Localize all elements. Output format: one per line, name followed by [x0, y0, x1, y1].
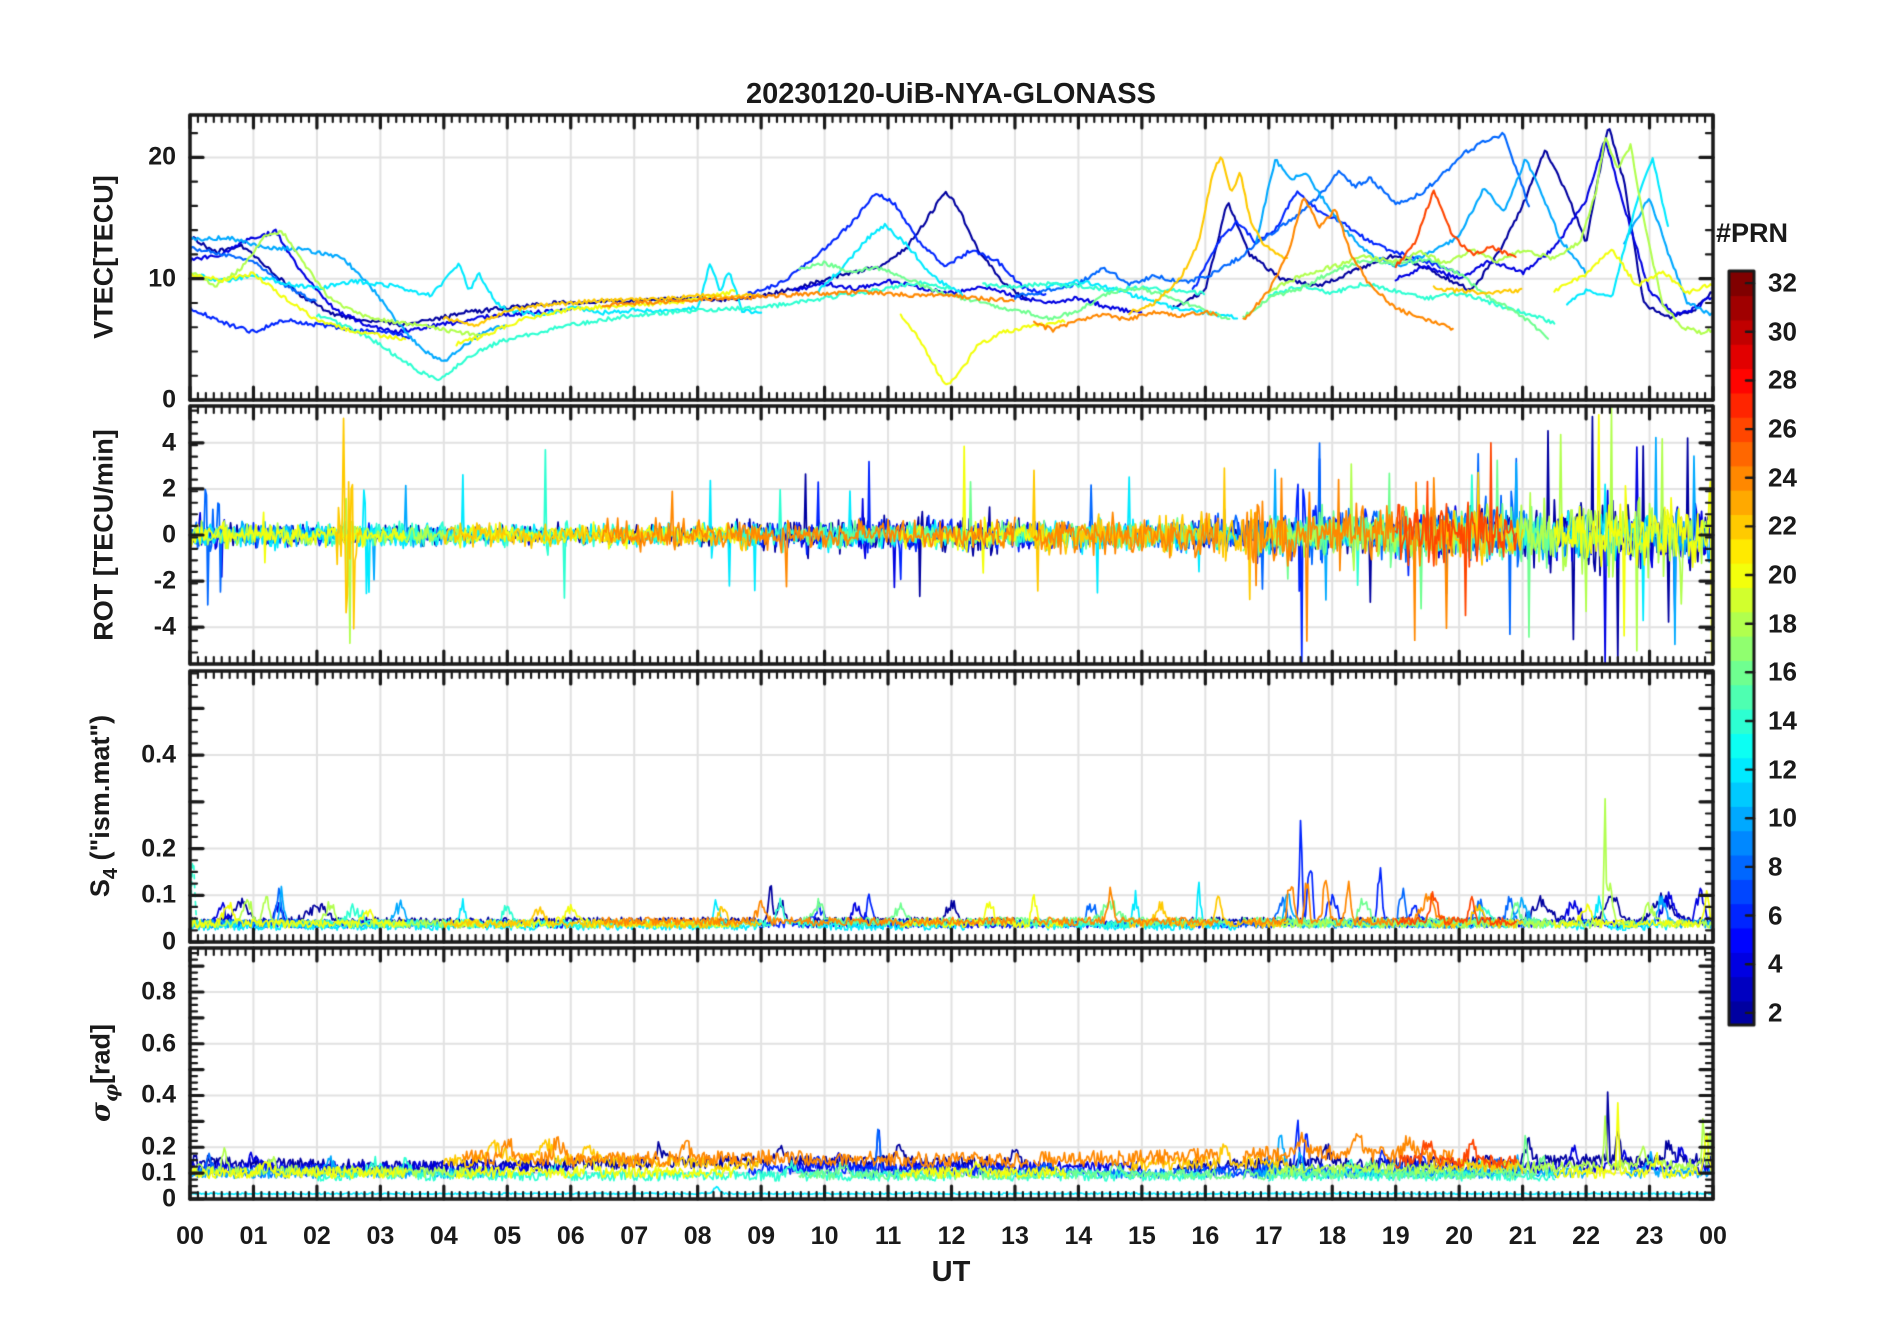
colorbar-tick-label: 8: [1768, 851, 1783, 882]
y-tick-label: -2: [153, 566, 176, 595]
x-tick-label: 05: [493, 1222, 522, 1250]
colorbar-tick-label: 12: [1768, 754, 1797, 785]
x-tick-label: 03: [366, 1222, 395, 1250]
y-tick-label: 10: [148, 264, 176, 293]
colorbar-tick-label: 2: [1768, 997, 1783, 1028]
x-tick-label: 00: [1699, 1222, 1727, 1250]
colorbar-tick-label: 22: [1768, 510, 1797, 541]
s4-subscript: 4: [100, 868, 122, 880]
y-tick-label: 20: [148, 142, 176, 171]
x-tick-label: 08: [683, 1222, 712, 1250]
x-tick-label: 11: [874, 1222, 902, 1250]
y-tick-label: 0.1: [141, 1158, 176, 1187]
x-tick-label: 02: [303, 1222, 331, 1250]
x-tick-label: 14: [1064, 1222, 1093, 1250]
y-tick-label: 0.2: [141, 834, 176, 863]
colorbar-tick-label: 16: [1768, 656, 1797, 687]
y-tick-label: 0.4: [141, 1080, 176, 1109]
phi-subscript: φ: [98, 1083, 123, 1103]
y-tick-label: 0: [162, 1184, 176, 1213]
ylabel-vtec: VTEC[TECU]: [88, 175, 119, 339]
x-tick-label: 06: [556, 1222, 585, 1250]
sigma-symbol: σ: [85, 1102, 117, 1123]
colorbar-tick-label: 4: [1768, 948, 1783, 979]
colorbar-tick-label: 6: [1768, 900, 1783, 931]
y-tick-label: 0.8: [141, 977, 176, 1006]
colorbar-tick-label: 14: [1768, 705, 1797, 736]
colorbar-tick-label: 32: [1768, 267, 1797, 298]
ylabel-s4: S4 ("ism.mat"): [85, 715, 123, 897]
y-tick-label: 2: [162, 474, 176, 503]
colorbar-title: #PRN: [1716, 218, 1789, 248]
x-tick-label: 22: [1572, 1222, 1600, 1250]
y-tick-label: -4: [153, 612, 176, 641]
x-tick-label: 23: [1635, 1222, 1664, 1250]
x-tick-label: 20: [1445, 1222, 1474, 1250]
x-tick-label: 04: [429, 1222, 458, 1250]
y-tick-label: 4: [162, 428, 176, 457]
x-tick-label: 13: [1001, 1222, 1029, 1250]
ylabel-rot: ROT [TECU/min]: [88, 429, 119, 641]
s4-symbol: S: [85, 879, 115, 898]
colorbar-tick-label: 28: [1768, 364, 1797, 395]
y-tick-label: 0.1: [141, 880, 176, 909]
x-tick-label: 19: [1381, 1222, 1410, 1250]
x-tick-label: 15: [1127, 1222, 1156, 1250]
s4-units: ("ism.mat"): [85, 714, 115, 868]
colorbar-tick-label: 26: [1768, 413, 1797, 444]
colorbar-tick-label: 10: [1768, 802, 1797, 833]
x-tick-label: 18: [1318, 1222, 1347, 1250]
y-tick-label: 0.6: [141, 1029, 176, 1058]
y-tick-label: 0: [162, 927, 176, 956]
x-tick-label: 17: [1254, 1222, 1283, 1250]
x-tick-label: 12: [937, 1222, 966, 1250]
x-tick-label: 00: [176, 1222, 204, 1250]
y-tick-label: 0: [162, 385, 176, 414]
y-tick-label: 0.4: [141, 740, 176, 769]
x-tick-label: 21: [1508, 1222, 1537, 1250]
colorbar-tick-label: 18: [1768, 608, 1797, 639]
x-tick-label: 10: [810, 1222, 839, 1250]
x-axis-label: UT: [931, 1256, 971, 1288]
y-tick-label: 0.2: [141, 1132, 176, 1161]
x-tick-label: 16: [1191, 1222, 1220, 1250]
sigma-units: [rad]: [85, 1023, 116, 1084]
x-tick-label: 09: [747, 1222, 776, 1250]
y-tick-label: 0: [162, 520, 176, 549]
ylabel-sigma-phi: σφ[rad]: [86, 1024, 123, 1122]
colorbar-tick-label: 20: [1768, 559, 1797, 590]
colorbar-tick-label: 30: [1768, 316, 1797, 347]
colorbar-tick-label: 24: [1768, 462, 1797, 493]
chart-title: 20230120-UiB-NYA-GLONASS: [746, 78, 1156, 110]
x-tick-label: 01: [239, 1222, 268, 1250]
x-tick-label: 07: [620, 1222, 649, 1250]
